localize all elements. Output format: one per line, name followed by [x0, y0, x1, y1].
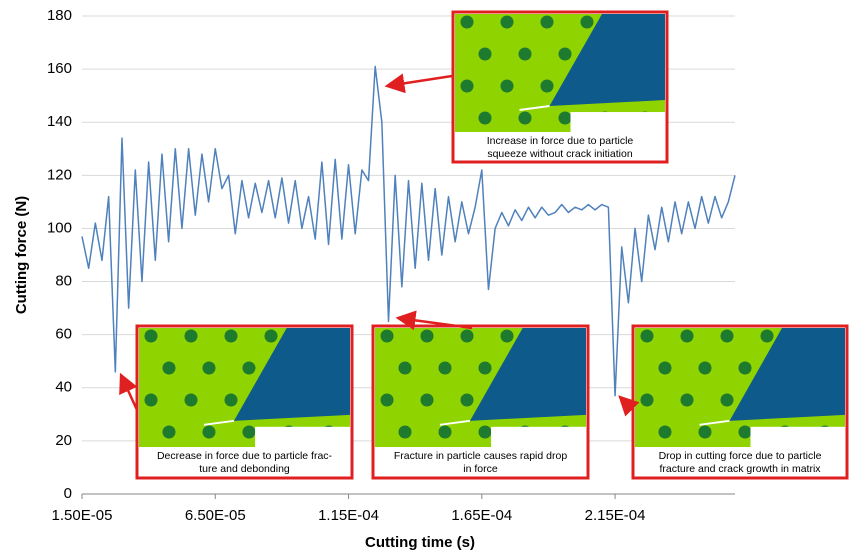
chip-gap	[751, 427, 850, 546]
y-tick-label: 40	[55, 379, 72, 396]
particle	[641, 394, 654, 407]
particle	[519, 112, 532, 125]
particle	[461, 80, 474, 93]
particle	[145, 394, 158, 407]
particle	[699, 426, 712, 439]
annotation-text: in force	[463, 463, 498, 475]
arrow	[620, 397, 633, 410]
annotation-text: Decrease in force due to particle frac-	[157, 450, 333, 462]
y-tick-label: 160	[47, 60, 72, 77]
particle	[243, 426, 256, 439]
y-tick-label: 0	[64, 485, 72, 502]
annotation-text: squeeze without crack initiation	[487, 148, 632, 160]
y-tick-label: 100	[47, 219, 72, 236]
particle	[659, 426, 672, 439]
particle	[479, 426, 492, 439]
x-tick-label: 6.50E-05	[185, 507, 246, 524]
annotation-text: Increase in force due to particle	[487, 135, 634, 147]
annotation: Drop in cutting force due to particlefra…	[620, 326, 850, 546]
inset-image	[635, 328, 850, 546]
particle	[439, 362, 452, 375]
arrow	[387, 76, 452, 86]
chip-gap	[571, 112, 781, 230]
particle	[145, 330, 158, 343]
y-tick-label: 120	[47, 166, 72, 183]
particle	[559, 112, 572, 125]
x-tick-label: 1.15E-04	[318, 507, 379, 524]
particle	[225, 394, 238, 407]
particle	[265, 330, 278, 343]
x-axis-label: Cutting time (s)	[365, 534, 475, 551]
particle	[581, 16, 594, 29]
particle	[421, 330, 434, 343]
particle	[243, 362, 256, 375]
particle	[163, 426, 176, 439]
annotation: Increase in force due to particlesqueeze…	[387, 12, 781, 230]
particle	[185, 330, 198, 343]
annotation-text: Drop in cutting force due to particle	[659, 450, 822, 462]
particle	[541, 16, 554, 29]
annotation-text: fracture and crack growth in matrix	[659, 463, 821, 475]
particle	[203, 426, 216, 439]
particle	[721, 330, 734, 343]
particle	[721, 394, 734, 407]
particle	[381, 394, 394, 407]
particle	[479, 48, 492, 61]
particle	[501, 330, 514, 343]
particle	[225, 330, 238, 343]
particle	[381, 330, 394, 343]
particle	[399, 362, 412, 375]
particle	[541, 80, 554, 93]
particle	[501, 80, 514, 93]
particle	[439, 426, 452, 439]
particle	[421, 394, 434, 407]
particle	[659, 362, 672, 375]
particle	[699, 362, 712, 375]
particle	[163, 362, 176, 375]
y-tick-label: 180	[47, 7, 72, 24]
particle	[461, 394, 474, 407]
particle	[461, 330, 474, 343]
x-tick-label: 1.65E-04	[451, 507, 512, 524]
particle	[681, 394, 694, 407]
y-tick-label: 60	[55, 326, 72, 343]
x-tick-label: 2.15E-04	[585, 507, 646, 524]
particle	[479, 112, 492, 125]
particle	[501, 16, 514, 29]
particle	[399, 426, 412, 439]
annotation-text: ture and debonding	[199, 463, 290, 475]
particle	[203, 362, 216, 375]
x-tick-label: 1.50E-05	[52, 507, 113, 524]
particle	[681, 330, 694, 343]
arrow	[121, 375, 137, 410]
particle	[739, 426, 752, 439]
particle	[761, 330, 774, 343]
particle	[641, 330, 654, 343]
particle	[185, 394, 198, 407]
y-tick-label: 140	[47, 113, 72, 130]
particle	[519, 48, 532, 61]
particle	[559, 48, 572, 61]
particle	[739, 362, 752, 375]
particle	[479, 362, 492, 375]
particle	[461, 16, 474, 29]
y-tick-label: 80	[55, 273, 72, 290]
y-axis-label: Cutting force (N)	[13, 196, 30, 314]
y-tick-label: 20	[55, 432, 72, 449]
annotation-text: Fracture in particle causes rapid drop	[394, 450, 567, 462]
